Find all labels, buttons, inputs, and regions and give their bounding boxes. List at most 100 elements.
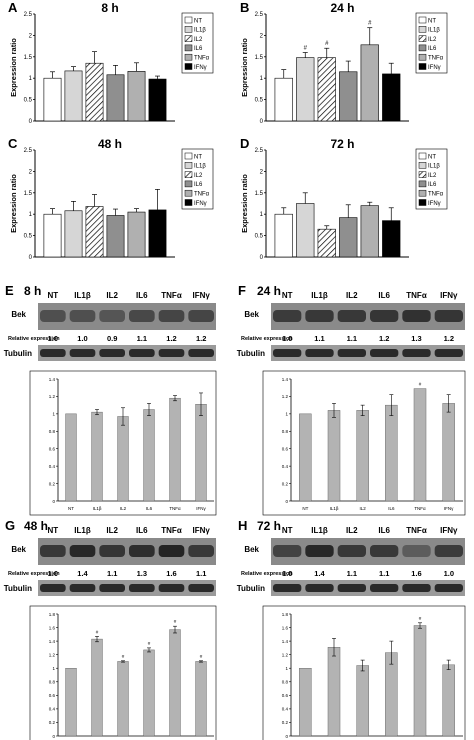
y-tick-label: 1.8 (49, 612, 56, 617)
lane-label: IL6 (136, 291, 148, 300)
y-tick-label: 0.6 (49, 693, 56, 698)
legend-label: IL6 (428, 182, 437, 188)
bar (327, 647, 341, 737)
lane-label: NT (47, 291, 58, 300)
chart-title: 48 h (98, 137, 122, 151)
chart-title: 72 h (330, 137, 354, 151)
lane-label: TNFα (406, 291, 427, 300)
y-tick-label: 0.5 (24, 98, 33, 104)
blot-band (305, 545, 334, 557)
bar-chart-A: A 8 h 0 0.5 1 1.5 2 2.5 Expression ratio NT IL1β IL… (8, 0, 214, 125)
bar (274, 213, 293, 258)
y-tick-label: 1 (285, 412, 288, 417)
relative-expression-value: 1.1 (107, 569, 117, 578)
tubulin-band (129, 349, 155, 357)
y-tick-label: 0.2 (282, 481, 289, 486)
bar (339, 71, 358, 122)
y-tick-label: 1 (260, 212, 264, 218)
blot-band (434, 310, 463, 322)
y-tick-label: 1.5 (255, 191, 264, 197)
blot-band (129, 310, 155, 322)
legend-label: TNFα (194, 192, 210, 198)
tubulin-band (129, 584, 155, 592)
blot-band (69, 545, 96, 557)
panel-label: B (240, 0, 249, 15)
relative-expression-value: 1.0 (77, 334, 87, 343)
bar (296, 57, 315, 122)
significance-marker: # (96, 629, 99, 634)
y-tick-label: 0.2 (49, 481, 56, 486)
lane-label: NT (282, 291, 293, 300)
bar-chart-D: D 72 h 0 0.5 1 1.5 2 2.5 Expression ratio NT IL1β I… (240, 136, 448, 261)
legend-swatch (184, 162, 193, 169)
relative-expression-value: 1.1 (347, 569, 357, 578)
blot-band (337, 310, 366, 322)
tubulin-label: Tubulin (4, 349, 32, 358)
panel-title: 24 h (257, 284, 281, 298)
lane-label: IL1β (311, 291, 328, 300)
legend-label: IL1β (194, 28, 206, 34)
lane-label: NT (47, 526, 58, 535)
tubulin-band (337, 584, 366, 592)
relative-expression-value: 0.9 (107, 334, 117, 343)
legend-swatch (184, 180, 193, 188)
y-tick-label: 0 (29, 255, 33, 261)
lane-label: IL1β (74, 291, 91, 300)
panel-label: H (238, 518, 247, 533)
lane-label: IFNγ (440, 526, 458, 535)
lane-label: IL6 (378, 291, 390, 300)
y-tick-label: 0.4 (49, 707, 56, 712)
legend: NT IL1β IL2 IL6 TNFα IFNγ (181, 148, 214, 210)
y-tick-label: 2.5 (255, 12, 264, 18)
relative-expression-value: 1.0 (444, 569, 454, 578)
y-tick-label: 0 (52, 734, 55, 739)
legend-swatch (418, 199, 427, 206)
bar-chart-C: C 48 h 0 0.5 1 1.5 2 2.5 Expression ratio NT IL1β I… (8, 136, 214, 261)
legend-label: IL2 (428, 173, 437, 179)
y-tick-label: 2 (29, 33, 33, 39)
relative-expression-value: 1.4 (77, 569, 88, 578)
y-tick-label: 0.5 (24, 234, 33, 240)
panel-label: D (240, 136, 249, 151)
legend-label: IL6 (194, 182, 203, 188)
y-tick-label: 0.2 (282, 720, 289, 725)
significance-marker: # (325, 41, 329, 47)
relative-expression-value: 1.6 (411, 569, 421, 578)
relative-expression-value: 1.0 (282, 334, 292, 343)
legend-label: IFNγ (428, 65, 441, 71)
bar-chart-B: B 24 h 0 0.5 1 1.5 2 2.5 Expression ratio # # # NT IL… (240, 0, 448, 125)
legend: NT IL1β IL2 IL6 TNFα IFNγ (181, 12, 214, 74)
blot-band (188, 310, 214, 322)
x-tick-label: NT (302, 506, 308, 511)
significance-marker: # (368, 21, 372, 27)
legend: NT IL1β IL2 IL6 TNFα IFNγ (415, 148, 448, 210)
y-tick-label: 1 (52, 412, 55, 417)
tubulin-band (69, 584, 96, 592)
y-tick-label: 0.4 (282, 464, 289, 469)
y-tick-label: 1.5 (255, 55, 264, 61)
relative-expression-label: Relative expression (241, 336, 293, 342)
bar (339, 217, 358, 258)
blot-panel-H: H 72 h NT IL1β IL2 IL6 TNFα IFNγ Bek Relative exp… (237, 518, 466, 740)
tubulin-band (305, 349, 334, 357)
blot-band (40, 310, 66, 322)
tubulin-band (273, 349, 302, 357)
y-tick-label: 0.8 (282, 429, 289, 434)
y-tick-label: 1.2 (49, 652, 56, 657)
y-tick-label: 1.2 (49, 394, 56, 399)
y-tick-label: 1.2 (282, 394, 289, 399)
blot-band (273, 545, 302, 557)
bar (64, 210, 83, 258)
y-tick-label: 0.4 (282, 707, 289, 712)
blot-band (99, 545, 125, 557)
blot-strip (38, 538, 216, 565)
x-tick-label: IL1β (93, 506, 102, 511)
legend-swatch (418, 189, 427, 197)
bar (195, 404, 207, 502)
y-tick-label: 1.5 (24, 191, 33, 197)
legend-swatch (184, 63, 193, 70)
y-axis-label: Expression ratio (240, 38, 249, 97)
legend-swatch (184, 199, 193, 206)
blot-band (337, 545, 366, 557)
